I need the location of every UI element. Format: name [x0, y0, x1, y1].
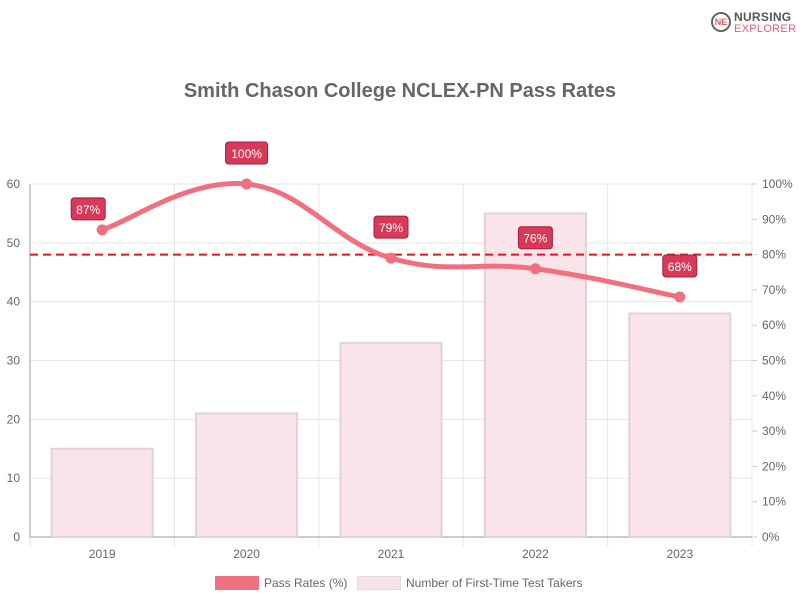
right-tick-label: 50%	[762, 354, 786, 368]
logo-line2: EXPLORER	[734, 23, 797, 35]
right-tick-label: 70%	[762, 283, 786, 297]
pass-rate-line	[101, 181, 681, 300]
pass-rate-point	[674, 291, 686, 303]
x-tick-label: 2023	[666, 547, 693, 561]
left-tick-label: 0	[13, 530, 20, 544]
x-tick-label: 2022	[522, 547, 549, 561]
data-label: 68%	[668, 260, 692, 274]
legend-item-test-takers[interactable]: Number of First-Time Test Takers	[357, 576, 582, 590]
data-label: 76%	[523, 232, 547, 246]
data-label-box	[225, 141, 269, 165]
logo-line1: NURSING	[734, 10, 792, 24]
left-tick-label: 20	[7, 412, 21, 426]
left-tick-label: 60	[7, 177, 21, 191]
x-tick-label: 2020	[233, 547, 260, 561]
right-tick-label: 60%	[762, 318, 786, 332]
left-tick-label: 30	[7, 354, 21, 368]
pass-rate-point	[96, 224, 108, 236]
data-label-box	[662, 254, 698, 278]
right-tick-label: 0%	[762, 530, 780, 544]
left-tick-label: 50	[7, 236, 21, 250]
right-tick-label: 90%	[762, 212, 786, 226]
data-label-box	[373, 215, 409, 239]
left-tick-label: 40	[7, 295, 21, 309]
pass-rate-point	[529, 263, 541, 275]
data-label: 87%	[76, 203, 100, 217]
data-label: 100%	[231, 147, 262, 161]
logo-icon: NE	[711, 12, 731, 32]
right-tick-label: 80%	[762, 248, 786, 262]
bar	[628, 312, 732, 538]
chart-title: Smith Chason College NCLEX-PN Pass Rates	[183, 80, 617, 102]
bar	[195, 412, 299, 539]
data-label-box	[70, 197, 106, 221]
legend-item-pass-rates[interactable]: Pass Rates (%)	[215, 576, 347, 590]
pass-rate-point	[385, 252, 397, 264]
right-tick-label: 100%	[762, 177, 793, 191]
legend-swatch	[357, 576, 401, 590]
logo: NE NURSING EXPLORER	[710, 8, 797, 36]
bar	[483, 212, 587, 539]
x-tick-label: 2021	[378, 547, 405, 561]
data-label-box	[517, 226, 553, 250]
right-tick-label: 40%	[762, 389, 786, 403]
legend-label: Pass Rates (%)	[264, 576, 348, 590]
legend-label: Number of First-Time Test Takers	[406, 576, 583, 590]
data-label: 79%	[379, 221, 403, 235]
legend-swatch	[215, 576, 259, 590]
x-tick-label: 2019	[89, 547, 116, 561]
pass-rate-point	[241, 178, 253, 190]
bar	[50, 447, 154, 538]
left-tick-label: 10	[7, 471, 21, 485]
bar	[339, 341, 443, 538]
right-tick-label: 20%	[762, 459, 786, 473]
right-tick-label: 30%	[762, 424, 786, 438]
right-tick-label: 10%	[762, 495, 786, 509]
